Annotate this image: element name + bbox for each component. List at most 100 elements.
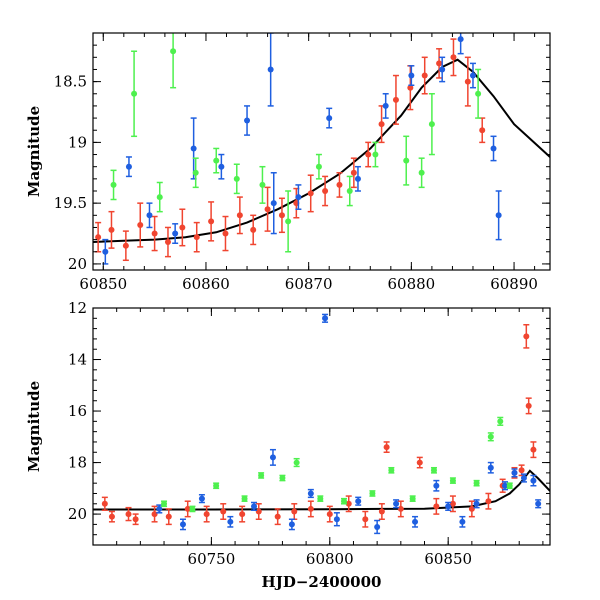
data-point — [479, 127, 486, 134]
data-point — [218, 163, 225, 170]
data-point — [288, 521, 295, 528]
data-point — [151, 230, 158, 237]
data-point — [365, 151, 372, 158]
data-point — [403, 157, 410, 164]
data-point — [382, 102, 389, 109]
data-point — [164, 239, 171, 246]
series-red — [101, 323, 537, 528]
data-point — [285, 218, 292, 225]
y-tick-label: 18.5 — [54, 73, 87, 91]
data-point — [203, 511, 210, 518]
data-point — [345, 500, 352, 507]
data-point — [190, 145, 197, 152]
data-point — [101, 500, 108, 507]
data-point — [530, 477, 537, 484]
series-green — [161, 416, 513, 513]
data-point — [322, 188, 329, 194]
data-point — [464, 78, 471, 85]
data-point — [457, 36, 464, 43]
plot-area — [93, 33, 550, 265]
data-point — [241, 495, 248, 502]
data-point — [450, 54, 457, 61]
data-point — [445, 503, 452, 510]
data-point — [326, 511, 333, 518]
data-point — [506, 482, 513, 489]
data-point — [407, 84, 414, 91]
series-blue — [102, 33, 502, 265]
data-point — [408, 72, 415, 79]
x-tick-label: 60870 — [285, 275, 333, 293]
x-tick-label: 60890 — [490, 275, 538, 293]
data-point — [340, 498, 347, 505]
data-point — [307, 490, 314, 497]
data-point — [430, 467, 437, 474]
data-point — [333, 516, 340, 523]
data-point — [433, 482, 440, 489]
data-point — [502, 482, 509, 489]
data-point — [184, 505, 191, 512]
data-point — [307, 190, 314, 197]
data-point — [421, 72, 428, 79]
data-point — [110, 181, 117, 188]
series-green — [110, 33, 482, 253]
axes-frame — [92, 307, 551, 546]
data-point — [393, 500, 400, 507]
data-point — [213, 157, 220, 164]
data-point — [170, 48, 177, 55]
data-point — [165, 513, 172, 520]
data-point — [487, 464, 494, 471]
data-point — [291, 508, 298, 515]
data-point — [307, 505, 314, 512]
data-point — [362, 516, 369, 523]
data-point — [189, 505, 196, 512]
data-point — [172, 230, 179, 237]
data-point — [137, 222, 144, 229]
data-point — [475, 90, 482, 97]
data-point — [436, 60, 443, 67]
data-point — [227, 518, 234, 525]
data-point — [295, 194, 302, 201]
data-point — [523, 333, 530, 340]
data-point — [518, 467, 525, 474]
data-point — [259, 181, 266, 188]
data-point — [102, 248, 109, 255]
data-point — [161, 500, 168, 507]
data-point — [125, 163, 132, 170]
x-tick-label: 60850 — [424, 550, 472, 568]
x-tick-label: 60750 — [188, 550, 236, 568]
data-point — [279, 475, 286, 482]
y-tick-label: 16 — [68, 402, 87, 420]
data-point — [125, 511, 132, 518]
y-tick-label: 19 — [68, 133, 87, 151]
data-point — [490, 145, 497, 152]
data-point — [250, 226, 257, 233]
data-point — [397, 505, 404, 512]
data-point — [535, 500, 542, 507]
data-point — [108, 513, 115, 520]
data-point — [449, 500, 456, 507]
data-point — [369, 490, 376, 497]
data-point — [258, 472, 265, 479]
x-tick-label: 60880 — [388, 275, 436, 293]
data-point — [378, 121, 385, 128]
data-point — [251, 503, 258, 510]
data-point — [269, 454, 276, 461]
y-tick-label: 14 — [68, 351, 87, 369]
x-axis-title: HJD−2400000 — [262, 573, 382, 591]
data-point — [132, 516, 139, 523]
data-point — [495, 212, 502, 219]
data-point — [416, 459, 423, 466]
data-point — [383, 444, 390, 451]
data-point — [418, 169, 425, 176]
data-point — [317, 495, 324, 502]
data-point — [449, 477, 456, 484]
data-point — [525, 402, 532, 409]
data-point — [315, 163, 322, 170]
model-curve — [93, 58, 550, 243]
data-point — [244, 117, 251, 124]
data-point — [179, 224, 186, 231]
data-point — [487, 433, 494, 440]
data-point — [439, 66, 446, 73]
data-point — [428, 121, 435, 128]
data-point — [193, 234, 200, 241]
